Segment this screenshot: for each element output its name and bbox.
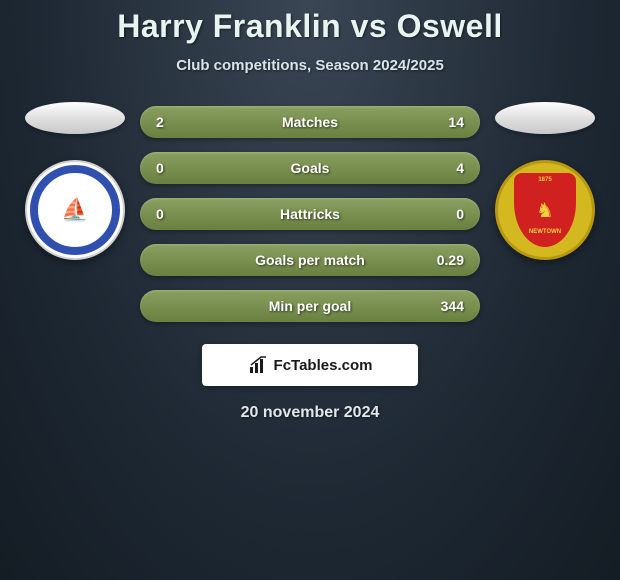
stat-label: Goals: [291, 160, 330, 176]
ship-icon: ⛵: [46, 181, 104, 239]
left-player-col: he Nomad ⛵: [20, 102, 130, 260]
lion-icon: ♞: [536, 198, 554, 223]
left-club-badge: he Nomad ⛵: [25, 160, 125, 260]
comparison-card: Harry Franklin vs Oswell Club competitio…: [0, 0, 620, 422]
stat-left-value: 2: [156, 114, 186, 130]
stat-right-value: 14: [434, 114, 464, 130]
bars-icon: [248, 355, 268, 375]
right-badge-name: NEWTOWN: [529, 229, 561, 235]
left-flag-ellipse: [25, 102, 125, 134]
right-flag-ellipse: [495, 102, 595, 134]
stat-row-mpg: Min per goal 344: [140, 290, 480, 322]
stat-row-matches: 2 Matches 14: [140, 106, 480, 138]
main-row: he Nomad ⛵ 2 Matches 14 0 Goals 4 0 Hatt…: [0, 102, 620, 322]
stat-right-value: 0.29: [434, 252, 464, 268]
stat-left-value: 0: [156, 160, 186, 176]
left-badge-ring: he Nomad ⛵: [30, 165, 120, 255]
right-badge-year: 1875: [538, 177, 551, 183]
stat-label: Hattricks: [280, 206, 340, 222]
stat-row-gpm: Goals per match 0.29: [140, 244, 480, 276]
stat-label: Min per goal: [269, 298, 351, 314]
right-player-col: 1875 ♞ NEWTOWN: [490, 102, 600, 260]
right-club-badge: 1875 ♞ NEWTOWN: [495, 160, 595, 260]
stat-right-value: 0: [434, 206, 464, 222]
right-badge-shield: 1875 ♞ NEWTOWN: [514, 173, 576, 247]
brand-text: FcTables.com: [274, 357, 373, 374]
date-text: 20 november 2024: [241, 404, 380, 422]
left-badge-ring-text: he Nomad: [57, 179, 93, 186]
stats-column: 2 Matches 14 0 Goals 4 0 Hattricks 0 Goa…: [140, 102, 480, 322]
stat-row-goals: 0 Goals 4: [140, 152, 480, 184]
page-subtitle: Club competitions, Season 2024/2025: [176, 57, 444, 74]
stat-left-value: 0: [156, 206, 186, 222]
page-title: Harry Franklin vs Oswell: [117, 8, 503, 45]
stat-label: Goals per match: [255, 252, 365, 268]
stat-right-value: 4: [434, 160, 464, 176]
stat-right-value: 344: [434, 298, 464, 314]
stat-label: Matches: [282, 114, 338, 130]
stat-row-hattricks: 0 Hattricks 0: [140, 198, 480, 230]
brand-box: FcTables.com: [202, 344, 418, 386]
